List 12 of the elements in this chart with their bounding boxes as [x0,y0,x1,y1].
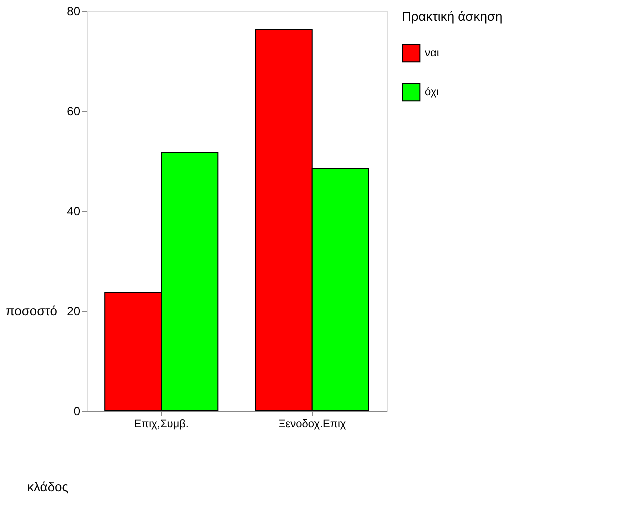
y-tick-label: 0 [74,404,81,418]
y-axis-title: ποσοστό [6,304,58,318]
x-tick-label: Επιχ,Συμβ. [134,418,189,430]
x-axis-title: κλάδος [28,480,69,494]
legend-title: Πρακτική άσκηση [402,9,503,24]
y-tick-label: 20 [67,304,81,318]
y-tick-label: 40 [67,204,81,218]
legend-label: ναι [425,48,440,60]
x-tick-label: Ξενοδοχ.Επιχ [278,418,346,430]
y-tick-label: 60 [67,104,81,118]
y-tick-label: 80 [67,4,81,18]
legend-label: όχι [425,86,440,98]
